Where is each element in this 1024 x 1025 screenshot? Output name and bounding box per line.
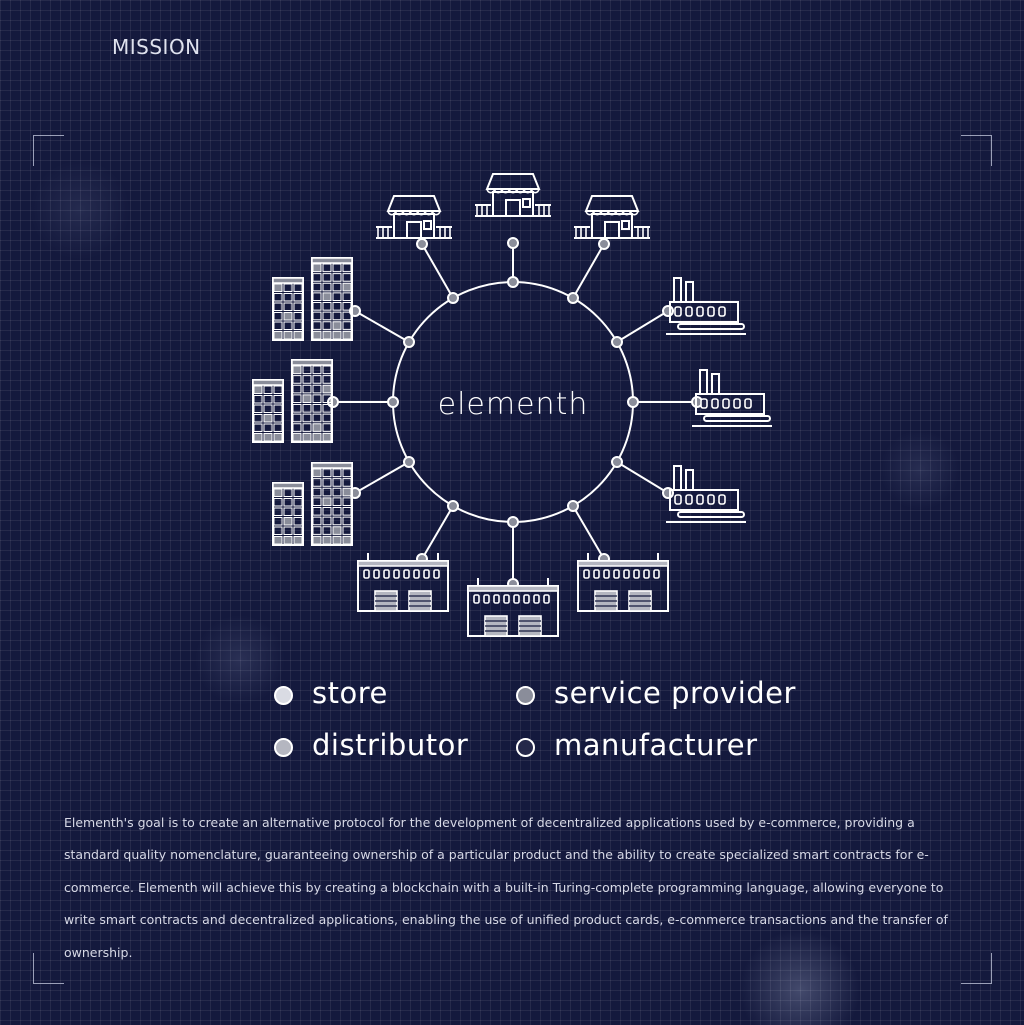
ring-dot-top-right [567,292,579,304]
legend: store service provider distributor manuf… [274,676,796,762]
diagram-icons [252,173,772,637]
node-dot-top-left [416,238,428,250]
legend-item-distributor: distributor [274,728,468,762]
diagram-links [333,243,697,584]
legend-item-store: store [274,676,388,710]
store-icon-top-left [376,195,452,239]
legend-dot-manufacturer [516,737,535,757]
node-dot-top [507,237,519,249]
center-logo: elementh [438,387,589,422]
frame-corner-top-left [33,135,64,166]
link-bottom-right [572,505,605,560]
frame-corner-bottom-right [961,953,992,984]
link-right-lower [616,461,669,494]
legend-label-store: store [312,676,388,710]
link-left-upper [354,310,410,343]
node-dot-right-upper [662,305,674,317]
store-icon-top [475,173,551,217]
ring-dot-left-lower [403,456,415,468]
warehouse-icon-bottom-left [357,553,449,612]
factory-icon-right-lower [666,465,746,523]
ring-dot-right-upper [611,336,623,348]
legend-dot-distributor [274,737,293,757]
node-dot-top-right [598,238,610,250]
factory-icon-right [692,369,772,427]
office-building-icon-left-lower [272,462,353,546]
ring-dot-left-upper [403,336,415,348]
legend-dot-store [274,685,293,705]
store-icon-top-right [574,195,650,239]
link-top-right [572,243,605,299]
network-diagram: elementh [252,173,772,637]
legend-label-distributor: distributor [312,728,469,762]
office-building-icon-left-upper [272,257,353,341]
frame-corner-bottom-left [33,953,64,984]
link-left-lower [354,461,410,494]
ring-dot-right [627,396,639,408]
frame-corner-top-right [961,135,992,166]
mission-description: Elementh's goal is to create an alternat… [64,814,948,960]
ring-dot-bottom-right [567,500,579,512]
link-bottom-left [421,505,454,560]
ring-dot-top [507,276,519,288]
section-title: MISSION [112,35,201,59]
ring-dot-bottom-left [447,500,459,512]
ring-dot-bottom [507,516,519,528]
ring-dot-left [387,396,399,408]
office-building-icon-left [252,359,333,443]
factory-icon-right-upper [666,277,746,335]
legend-item-manufacturer: manufacturer [516,728,758,762]
legend-dot-service-provider [516,685,535,705]
link-top-left [421,243,454,299]
legend-label-manufacturer: manufacturer [554,728,758,762]
ring-dot-right-lower [611,456,623,468]
warehouse-icon-bottom-right [577,553,669,612]
warehouse-icon-bottom [467,578,559,637]
legend-label-service-provider: service provider [554,676,796,710]
legend-item-service-provider: service provider [516,676,796,710]
ring-dot-top-left [447,292,459,304]
link-right-upper [616,310,669,343]
